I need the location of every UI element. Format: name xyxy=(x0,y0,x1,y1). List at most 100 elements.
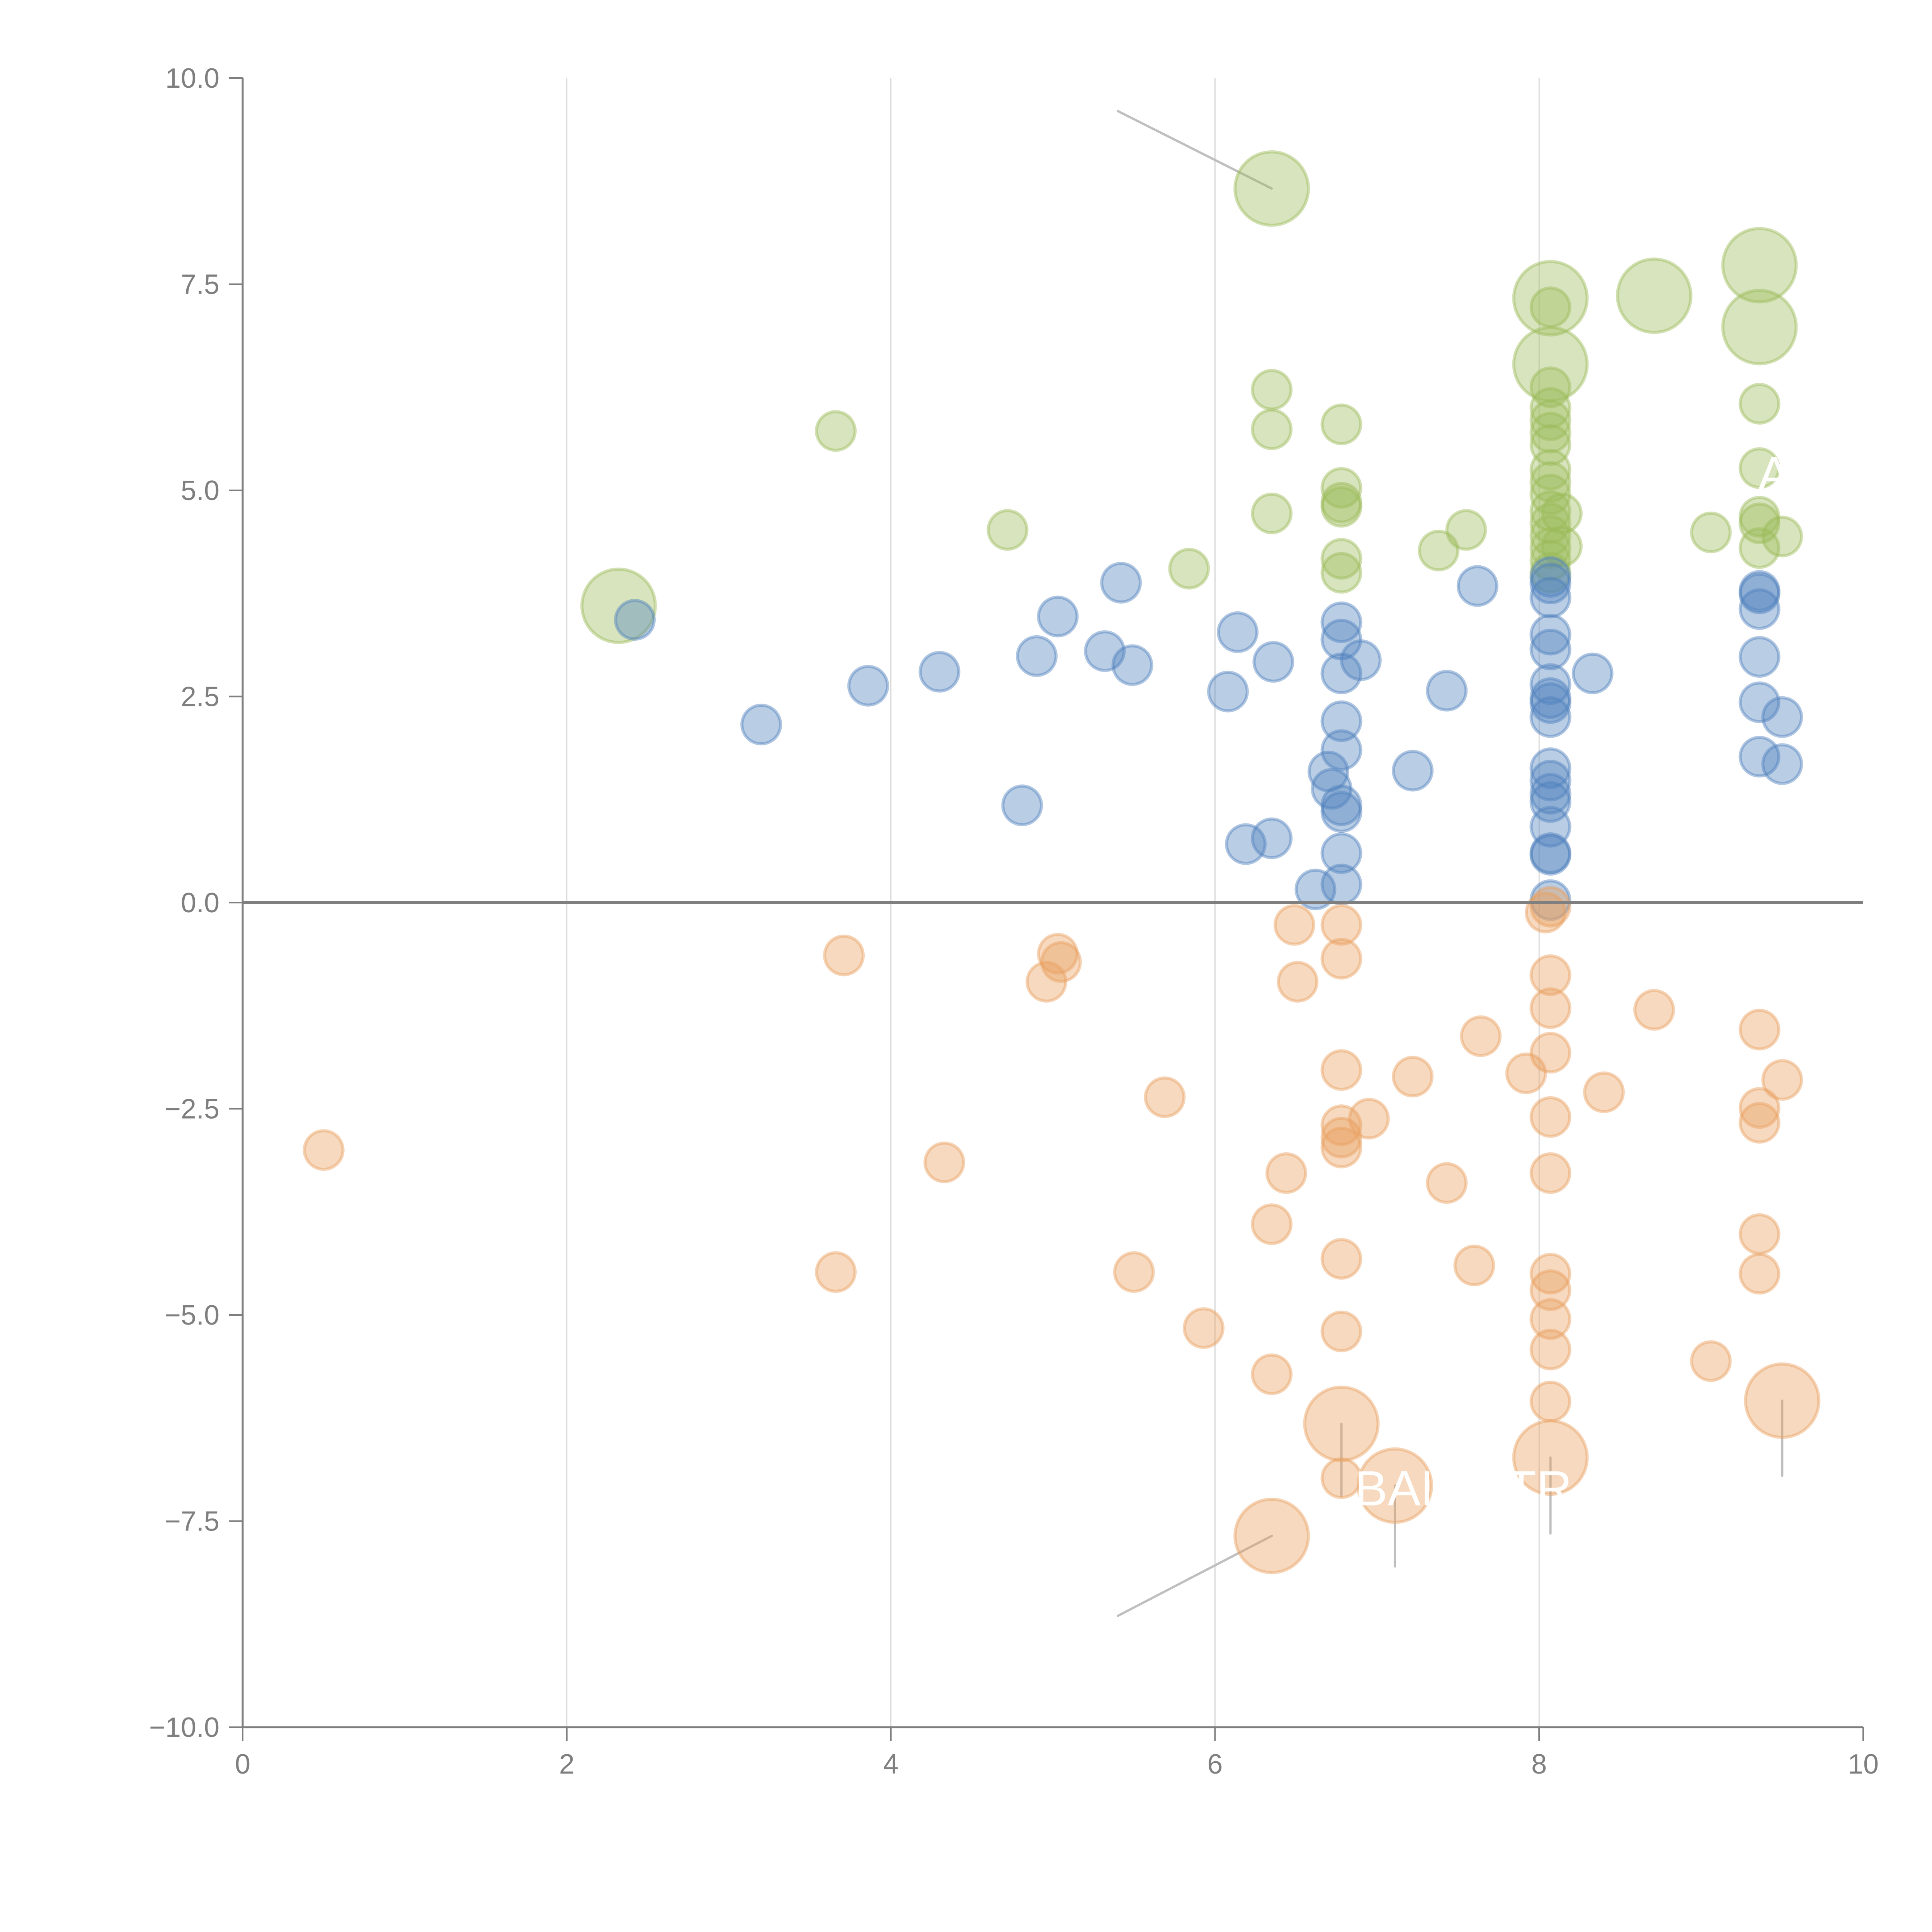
data-point-orange xyxy=(1529,987,1571,1029)
data-point-blue xyxy=(1252,641,1294,683)
data-point-blue xyxy=(1294,868,1337,910)
data-point-green xyxy=(1721,289,1798,366)
data-point-orange xyxy=(1233,1497,1310,1574)
data-point-orange xyxy=(1303,1385,1380,1462)
data-point-orange xyxy=(1460,1015,1502,1057)
data-point-orange xyxy=(303,1129,345,1171)
data-point-orange xyxy=(1273,904,1315,946)
data-point-blue xyxy=(1529,834,1571,876)
data-point-blue xyxy=(1320,791,1362,833)
data-point-green xyxy=(1529,424,1571,466)
data-point-green xyxy=(1529,502,1571,544)
data-point-orange xyxy=(1251,1353,1293,1395)
data-point-blue xyxy=(1738,636,1781,678)
data-point-orange xyxy=(823,934,865,976)
data-point-green xyxy=(1320,482,1362,524)
data-point-orange xyxy=(1040,941,1082,983)
data-point-orange xyxy=(1738,1253,1781,1295)
data-point-orange xyxy=(1738,1087,1781,1129)
y-tick-label: −7.5 xyxy=(165,1506,219,1537)
data-point-orange xyxy=(1392,1056,1434,1098)
data-point-green xyxy=(1738,502,1781,544)
y-tick-label: 5.0 xyxy=(181,475,219,506)
data-point-orange xyxy=(1505,1052,1547,1094)
data-point-green xyxy=(1251,369,1293,411)
data-point-blue xyxy=(1100,562,1142,604)
data-point-orange xyxy=(1512,1419,1589,1496)
data-point-orange xyxy=(1529,1032,1571,1074)
data-point-orange xyxy=(1744,1362,1821,1439)
data-point-green xyxy=(1512,260,1589,337)
data-point-green xyxy=(1512,326,1589,403)
data-point-orange xyxy=(1037,933,1079,975)
data-point-blue xyxy=(1529,663,1571,705)
data-point-blue xyxy=(847,665,889,707)
data-point-blue xyxy=(1529,879,1571,921)
data-point-green xyxy=(1529,539,1571,582)
data-point-orange xyxy=(1633,989,1675,1031)
data-point-blue xyxy=(1001,784,1043,827)
data-point-blue xyxy=(1738,570,1781,612)
data-point-orange xyxy=(1529,1096,1571,1138)
data-point-green xyxy=(815,410,857,452)
data-point-green xyxy=(1738,447,1781,489)
data-point-blue xyxy=(1320,700,1362,742)
data-point-blue xyxy=(1529,556,1571,598)
annotation-label: BAL xyxy=(1355,1461,1448,1516)
data-point-green xyxy=(1529,490,1571,532)
data-point-green xyxy=(1320,552,1362,594)
data-point-blue xyxy=(1761,743,1803,785)
data-point-green xyxy=(1761,515,1803,558)
data-point-blue xyxy=(1529,832,1571,874)
data-point-green xyxy=(1529,366,1571,408)
data-point-blue xyxy=(1456,565,1498,607)
x-tick-label: 8 xyxy=(1531,1749,1547,1780)
data-point-orange xyxy=(1426,1162,1468,1204)
y-tick-label: −2.5 xyxy=(165,1094,219,1125)
data-point-orange xyxy=(1113,1251,1155,1293)
data-point-green xyxy=(1529,552,1571,594)
data-point-blue xyxy=(1529,760,1571,802)
data-point-green xyxy=(1251,408,1293,451)
data-point-orange xyxy=(1348,1098,1390,1140)
data-point-blue xyxy=(1529,614,1571,656)
y-tick-label: −10.0 xyxy=(149,1712,219,1743)
y-tick-label: 10.0 xyxy=(165,63,219,94)
x-tick-label: 2 xyxy=(559,1749,575,1780)
data-point-green xyxy=(1251,492,1293,534)
data-point-orange xyxy=(1320,938,1362,980)
y-tick-label: −5.0 xyxy=(165,1300,219,1331)
x-tick-label: 4 xyxy=(883,1749,899,1780)
data-point-blue xyxy=(1320,832,1362,874)
data-point-orange xyxy=(1761,1059,1803,1101)
y-tick-label: 2.5 xyxy=(181,682,219,713)
data-point-blue xyxy=(1529,563,1571,605)
annotation-label: A xyxy=(1758,447,1791,502)
data-point-blue xyxy=(1217,611,1259,653)
data-point-green xyxy=(1529,473,1571,515)
data-point-blue xyxy=(1392,750,1434,792)
data-point-green xyxy=(1529,399,1571,441)
y-tick-label: 0.0 xyxy=(181,888,219,918)
data-point-green xyxy=(1418,529,1460,571)
data-point-green xyxy=(1690,511,1732,553)
data-point-blue xyxy=(1426,670,1468,712)
data-point-orange xyxy=(1738,1102,1781,1144)
data-point-orange xyxy=(1320,1238,1362,1280)
data-point-orange xyxy=(1529,954,1571,996)
data-point-blue xyxy=(1320,729,1362,771)
data-point-blue xyxy=(1251,817,1293,859)
data-point-orange xyxy=(1320,1457,1362,1499)
data-point-orange xyxy=(1690,1340,1732,1382)
data-point-blue xyxy=(1529,682,1571,724)
data-point-orange xyxy=(1265,1152,1307,1194)
data-point-blue xyxy=(1016,635,1058,677)
data-point-green xyxy=(1320,467,1362,509)
data-point-orange xyxy=(1277,961,1319,1003)
data-point-blue xyxy=(1529,696,1571,738)
data-point-green xyxy=(580,567,657,644)
data-point-orange xyxy=(1183,1307,1225,1349)
data-point-green xyxy=(1320,403,1362,446)
data-point-blue xyxy=(918,651,961,693)
